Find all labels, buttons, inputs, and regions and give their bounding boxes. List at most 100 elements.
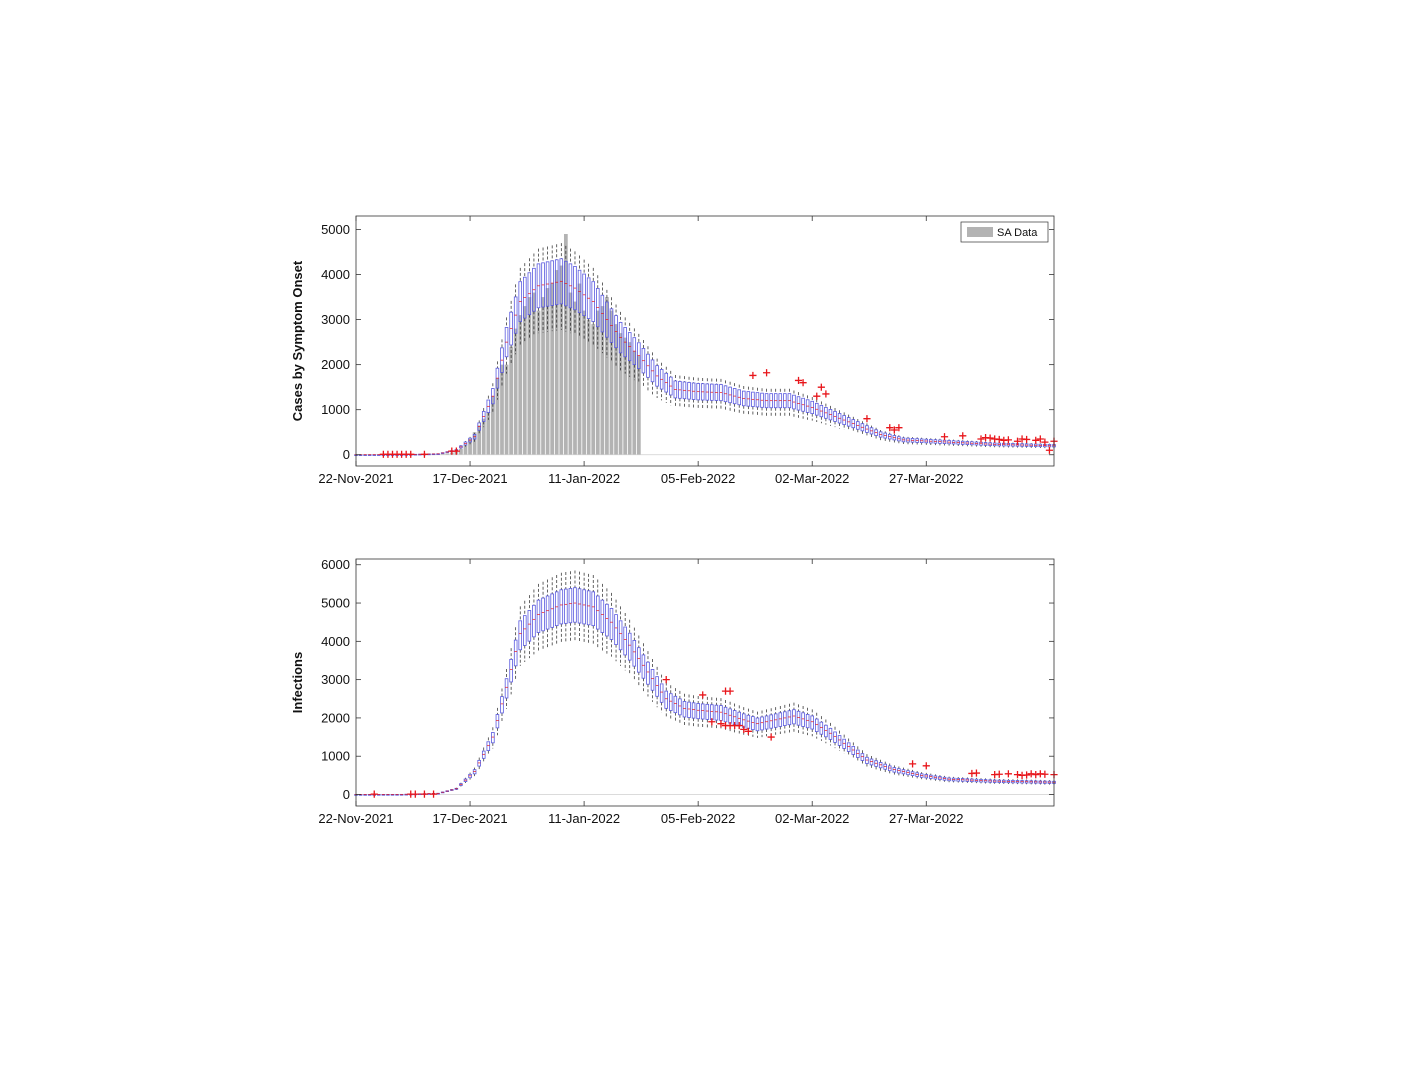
y-tick-label: 3000 bbox=[321, 672, 350, 687]
outlier-marker bbox=[708, 718, 716, 726]
box-day bbox=[564, 571, 568, 643]
box-day bbox=[669, 685, 673, 720]
data-bar bbox=[522, 306, 527, 455]
outlier-marker bbox=[1013, 437, 1022, 445]
box-day bbox=[897, 435, 901, 444]
iqr-box bbox=[646, 661, 650, 685]
box-day bbox=[860, 421, 865, 435]
data-bar bbox=[468, 438, 472, 455]
box-day bbox=[605, 588, 609, 654]
box-day bbox=[532, 589, 536, 655]
box-day bbox=[960, 777, 965, 783]
box-day bbox=[596, 275, 600, 349]
box-day bbox=[892, 433, 897, 443]
box-day bbox=[646, 651, 650, 697]
box-day bbox=[719, 378, 723, 410]
box-day bbox=[846, 738, 851, 757]
box-day bbox=[833, 408, 837, 428]
box-day bbox=[377, 454, 381, 456]
iqr-box bbox=[792, 709, 796, 725]
box-day bbox=[468, 772, 472, 780]
iqr-box bbox=[696, 703, 700, 720]
box-day bbox=[418, 453, 422, 456]
box-day bbox=[541, 247, 545, 333]
box-day bbox=[500, 339, 504, 387]
y-axis-title: Infections bbox=[290, 652, 305, 713]
box-day bbox=[418, 793, 422, 796]
iqr-box bbox=[650, 669, 655, 691]
data-bar bbox=[573, 301, 577, 455]
box-day bbox=[892, 765, 897, 775]
x-tick-label: 17-Dec-2021 bbox=[432, 811, 507, 826]
outlier-marker bbox=[972, 769, 981, 777]
box-day bbox=[431, 453, 436, 456]
box-day bbox=[691, 695, 696, 727]
box-day bbox=[960, 440, 965, 447]
box-day bbox=[436, 792, 440, 795]
x-tick-label: 27-Mar-2022 bbox=[889, 471, 963, 486]
iqr-box bbox=[568, 588, 573, 624]
box-day bbox=[641, 643, 646, 692]
box-day bbox=[646, 346, 650, 391]
boxplots bbox=[354, 570, 1056, 796]
outlier-marker bbox=[977, 435, 985, 443]
iqr-box bbox=[559, 589, 564, 625]
box-day bbox=[810, 397, 814, 421]
data-bar bbox=[490, 396, 495, 455]
data-bar bbox=[536, 310, 541, 455]
box-day bbox=[481, 408, 486, 428]
box-day bbox=[513, 284, 518, 355]
cases-panel: 0 1000 2000 3000 4000 5000 22-Nov-2021 17-Dec-2… bbox=[290, 215, 1058, 486]
box-day bbox=[792, 390, 796, 417]
box-day bbox=[970, 440, 974, 447]
outlier-marker bbox=[407, 450, 415, 458]
box-day bbox=[755, 711, 760, 738]
box-day bbox=[897, 766, 901, 776]
data-bar bbox=[605, 297, 609, 455]
box-day bbox=[659, 362, 664, 401]
box-day bbox=[874, 757, 878, 770]
x-tick-label: 02-Mar-2022 bbox=[775, 471, 849, 486]
iqr-box bbox=[527, 610, 532, 642]
box-day bbox=[705, 696, 710, 728]
iqr-box bbox=[577, 588, 582, 624]
box-day bbox=[573, 251, 577, 335]
iqr-box bbox=[837, 735, 842, 746]
data-bar bbox=[545, 288, 550, 455]
plot-area bbox=[356, 216, 1054, 466]
box-day bbox=[477, 420, 481, 435]
box-day bbox=[810, 709, 814, 737]
outlier-marker bbox=[1023, 771, 1031, 779]
box-day bbox=[637, 333, 641, 384]
box-day bbox=[554, 244, 559, 331]
box-day bbox=[970, 777, 974, 784]
y-tick-label: 3000 bbox=[321, 312, 350, 327]
box-day bbox=[545, 579, 550, 648]
box-day bbox=[477, 757, 481, 770]
box-day bbox=[1015, 779, 1020, 785]
box-day bbox=[1006, 779, 1011, 785]
box-day bbox=[737, 384, 741, 414]
iqr-box bbox=[751, 716, 755, 731]
y-axis-title: Cases by Symptom Onset bbox=[290, 260, 305, 421]
box-day bbox=[1024, 442, 1029, 448]
outlier-marker bbox=[794, 376, 803, 385]
box-day bbox=[691, 377, 696, 410]
iqr-box bbox=[627, 632, 632, 661]
box-day bbox=[627, 322, 632, 377]
box-day bbox=[568, 571, 573, 642]
box-day bbox=[682, 376, 687, 409]
outliers bbox=[379, 369, 1058, 458]
outlier-marker bbox=[986, 434, 994, 442]
box-day bbox=[673, 375, 678, 408]
data-bar bbox=[495, 378, 500, 455]
iqr-box bbox=[536, 599, 541, 633]
box-day bbox=[399, 793, 404, 796]
iqr-box bbox=[486, 741, 491, 751]
box-day bbox=[906, 436, 910, 445]
box-day bbox=[933, 438, 938, 446]
box-day bbox=[500, 688, 504, 723]
box-day bbox=[669, 370, 673, 406]
box-day bbox=[386, 794, 390, 796]
